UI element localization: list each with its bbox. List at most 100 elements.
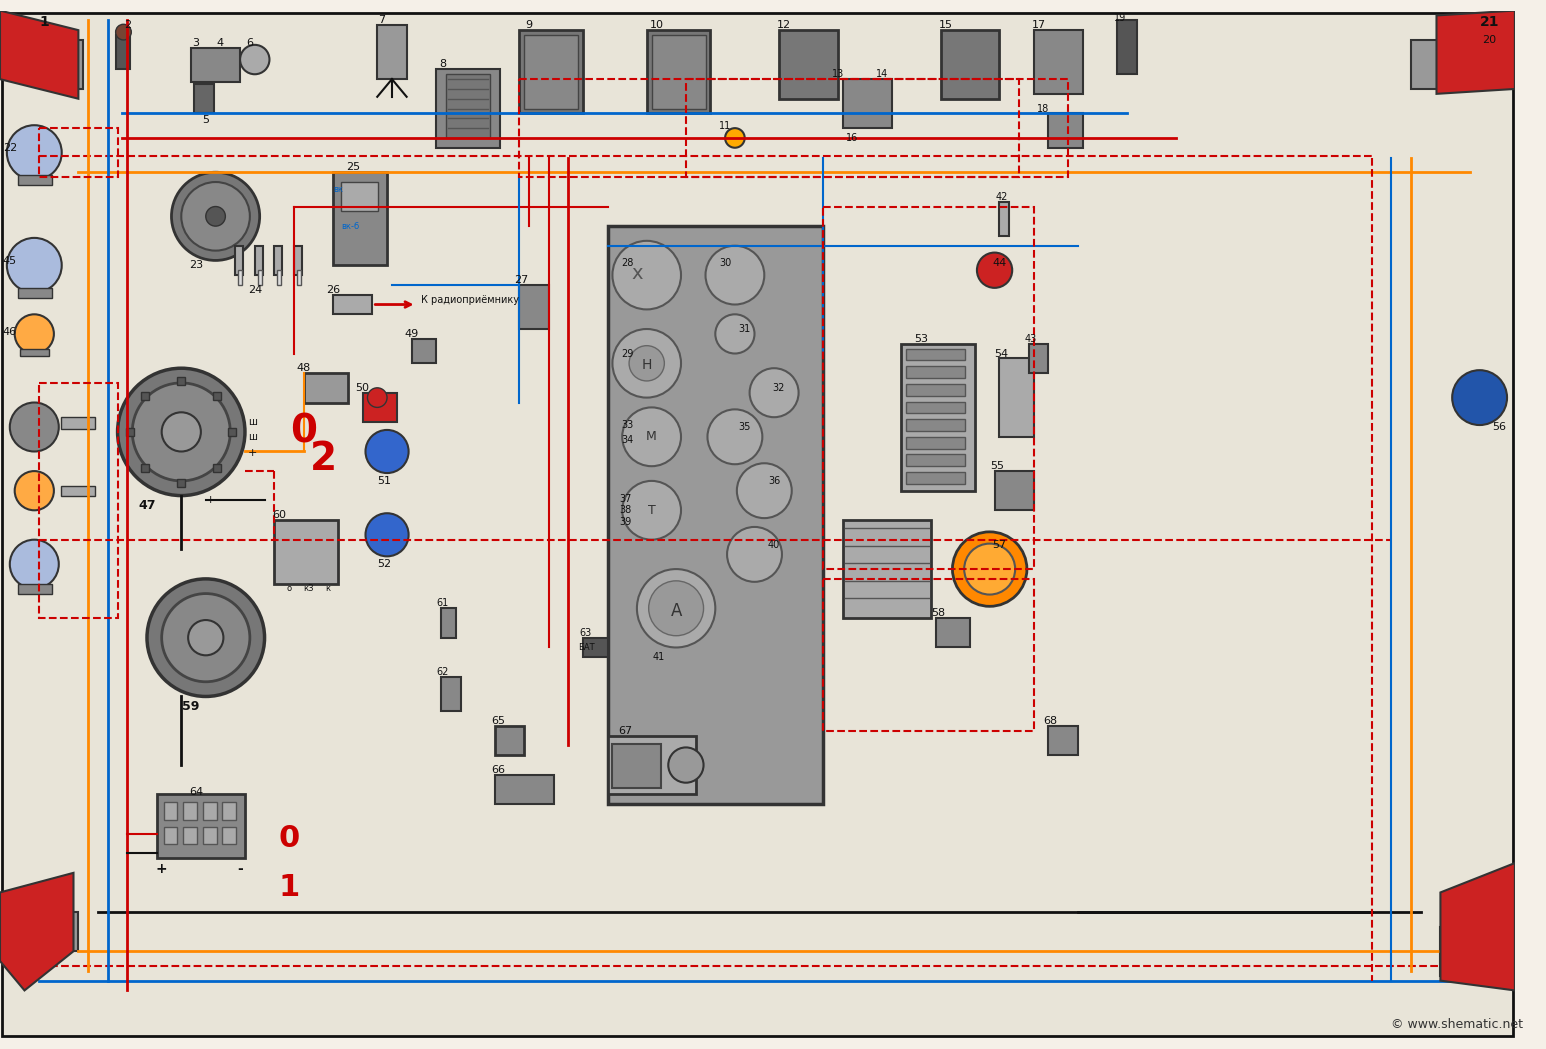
Bar xyxy=(1411,40,1441,89)
Text: 4: 4 xyxy=(216,38,224,48)
Bar xyxy=(686,79,1019,177)
Text: 64: 64 xyxy=(189,787,203,796)
Circle shape xyxy=(117,368,244,495)
Text: вк: вк xyxy=(332,186,343,194)
Circle shape xyxy=(637,570,716,647)
Circle shape xyxy=(629,346,665,381)
Bar xyxy=(60,486,94,495)
Circle shape xyxy=(649,581,703,636)
Text: 45: 45 xyxy=(3,256,17,266)
Circle shape xyxy=(9,403,59,451)
Text: к: к xyxy=(326,584,331,593)
Bar xyxy=(519,285,549,329)
Bar xyxy=(822,207,1034,570)
Text: 28: 28 xyxy=(621,258,634,269)
Text: x: x xyxy=(631,263,643,282)
Text: 47: 47 xyxy=(138,499,156,512)
Text: 31: 31 xyxy=(739,324,751,334)
Text: 23: 23 xyxy=(189,260,203,271)
Bar xyxy=(178,479,186,487)
Text: 38: 38 xyxy=(618,506,631,515)
Bar xyxy=(116,35,130,69)
Text: 43: 43 xyxy=(1025,334,1037,344)
Text: 2: 2 xyxy=(309,441,337,478)
Circle shape xyxy=(1452,42,1487,78)
Bar xyxy=(238,271,243,285)
Circle shape xyxy=(15,315,54,354)
Text: 27: 27 xyxy=(515,275,529,285)
Bar xyxy=(141,464,148,472)
Circle shape xyxy=(240,45,269,74)
Bar xyxy=(1048,113,1082,148)
Circle shape xyxy=(368,388,386,407)
Bar xyxy=(906,348,965,361)
Text: 36: 36 xyxy=(768,476,781,486)
Circle shape xyxy=(737,464,792,518)
Text: 53: 53 xyxy=(914,334,928,344)
Bar xyxy=(223,827,237,844)
Bar xyxy=(651,35,705,108)
Text: 67: 67 xyxy=(618,726,632,735)
Text: © www.shematic.net: © www.shematic.net xyxy=(1391,1019,1523,1031)
Text: +: + xyxy=(156,862,167,876)
Text: 59: 59 xyxy=(182,700,199,712)
Circle shape xyxy=(716,315,754,354)
Bar xyxy=(164,827,178,844)
Text: кЗ: кЗ xyxy=(303,584,314,593)
Text: 65: 65 xyxy=(490,716,506,726)
Bar xyxy=(213,392,221,400)
Bar xyxy=(164,802,178,820)
Circle shape xyxy=(725,128,745,148)
Text: 56: 56 xyxy=(1492,422,1506,432)
Text: 48: 48 xyxy=(297,363,311,373)
Text: 3: 3 xyxy=(192,38,199,48)
Text: 10: 10 xyxy=(649,20,663,30)
Bar xyxy=(184,802,196,820)
Text: 11: 11 xyxy=(719,122,731,131)
Bar xyxy=(646,30,711,113)
Text: 32: 32 xyxy=(773,383,785,392)
Bar xyxy=(1441,926,1515,976)
Circle shape xyxy=(727,527,782,582)
Bar xyxy=(203,827,216,844)
Circle shape xyxy=(162,412,201,451)
Bar xyxy=(223,802,237,820)
Circle shape xyxy=(708,409,762,465)
Circle shape xyxy=(750,368,799,418)
Bar xyxy=(178,377,186,385)
Bar xyxy=(377,25,407,79)
Circle shape xyxy=(612,241,680,309)
Bar xyxy=(342,183,379,212)
Bar xyxy=(274,520,339,584)
Text: -: - xyxy=(237,862,243,876)
Text: 0: 0 xyxy=(278,825,300,853)
Text: 7: 7 xyxy=(379,16,385,25)
Bar xyxy=(141,392,148,400)
Bar xyxy=(1034,30,1082,93)
Text: К радиоприёмнику: К радиоприёмнику xyxy=(422,295,519,304)
Bar xyxy=(60,418,94,429)
Bar xyxy=(17,175,53,185)
Bar xyxy=(303,373,348,403)
Text: 33: 33 xyxy=(621,420,634,430)
Bar xyxy=(1118,20,1136,74)
Bar xyxy=(192,48,240,82)
Bar xyxy=(583,638,608,658)
Circle shape xyxy=(147,579,264,697)
Text: 8: 8 xyxy=(439,60,447,69)
Bar xyxy=(156,794,244,858)
Bar xyxy=(843,520,931,618)
Text: 26: 26 xyxy=(326,285,340,295)
Bar xyxy=(49,912,79,951)
Text: 57: 57 xyxy=(993,539,1006,550)
Bar xyxy=(612,744,662,788)
Circle shape xyxy=(206,207,226,227)
Polygon shape xyxy=(1441,863,1515,990)
Circle shape xyxy=(189,620,224,656)
Bar xyxy=(906,402,965,413)
Text: ш: ш xyxy=(249,418,257,427)
Text: А: А xyxy=(671,602,682,620)
Circle shape xyxy=(965,543,1016,595)
Text: 66: 66 xyxy=(490,765,506,775)
Bar xyxy=(277,271,281,285)
